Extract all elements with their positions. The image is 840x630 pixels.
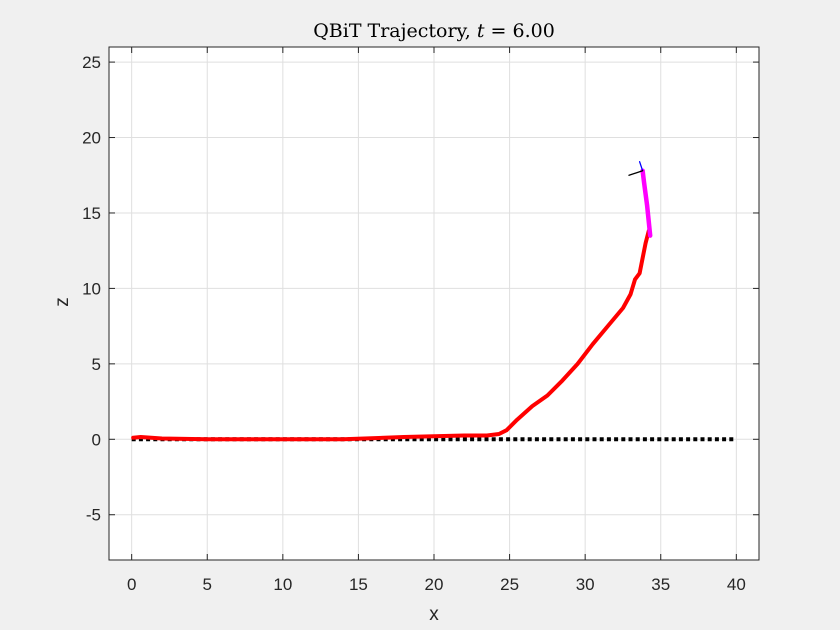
series-recent-path	[640, 168, 653, 238]
y-tick-label: 5	[92, 355, 101, 374]
series-trajectory	[131, 229, 651, 442]
x-tick-label: 30	[576, 575, 595, 594]
x-tick-label: 20	[425, 575, 444, 594]
y-axis-label: z	[52, 297, 73, 307]
x-tick-label: 5	[203, 575, 212, 594]
x-tick-label: 40	[727, 575, 746, 594]
x-tick-label: 25	[500, 575, 519, 594]
chart-title-suffix: = 6.00	[484, 20, 554, 42]
x-tick-label: 0	[127, 575, 136, 594]
x-tick-labels: 0 5 10 15 20 25 30 35 40	[127, 575, 746, 594]
y-tick-label: 25	[82, 53, 101, 72]
series-layer	[131, 161, 737, 442]
x-tick-label: 15	[349, 575, 368, 594]
chart-title: QBiT Trajectory, t = 6.00	[313, 20, 555, 42]
x-tick-label: 35	[651, 575, 670, 594]
x-axis-label: x	[429, 604, 439, 625]
y-tick-label: -5	[86, 506, 101, 525]
x-tick-label: 10	[273, 575, 292, 594]
series-attitude-axis-2	[628, 170, 644, 176]
y-tick-label: 10	[82, 279, 101, 298]
y-tick-label: 15	[82, 204, 101, 223]
ticks	[109, 47, 759, 560]
chart-title-prefix: QBiT Trajectory,	[313, 20, 477, 42]
series-attitude-axis-1	[638, 161, 644, 172]
y-tick-label: 0	[92, 430, 101, 449]
y-tick-label: 20	[82, 129, 101, 148]
chart-title-variable: t	[477, 20, 485, 42]
y-tick-labels: -5 0 5 10 15 20 25	[82, 53, 101, 525]
